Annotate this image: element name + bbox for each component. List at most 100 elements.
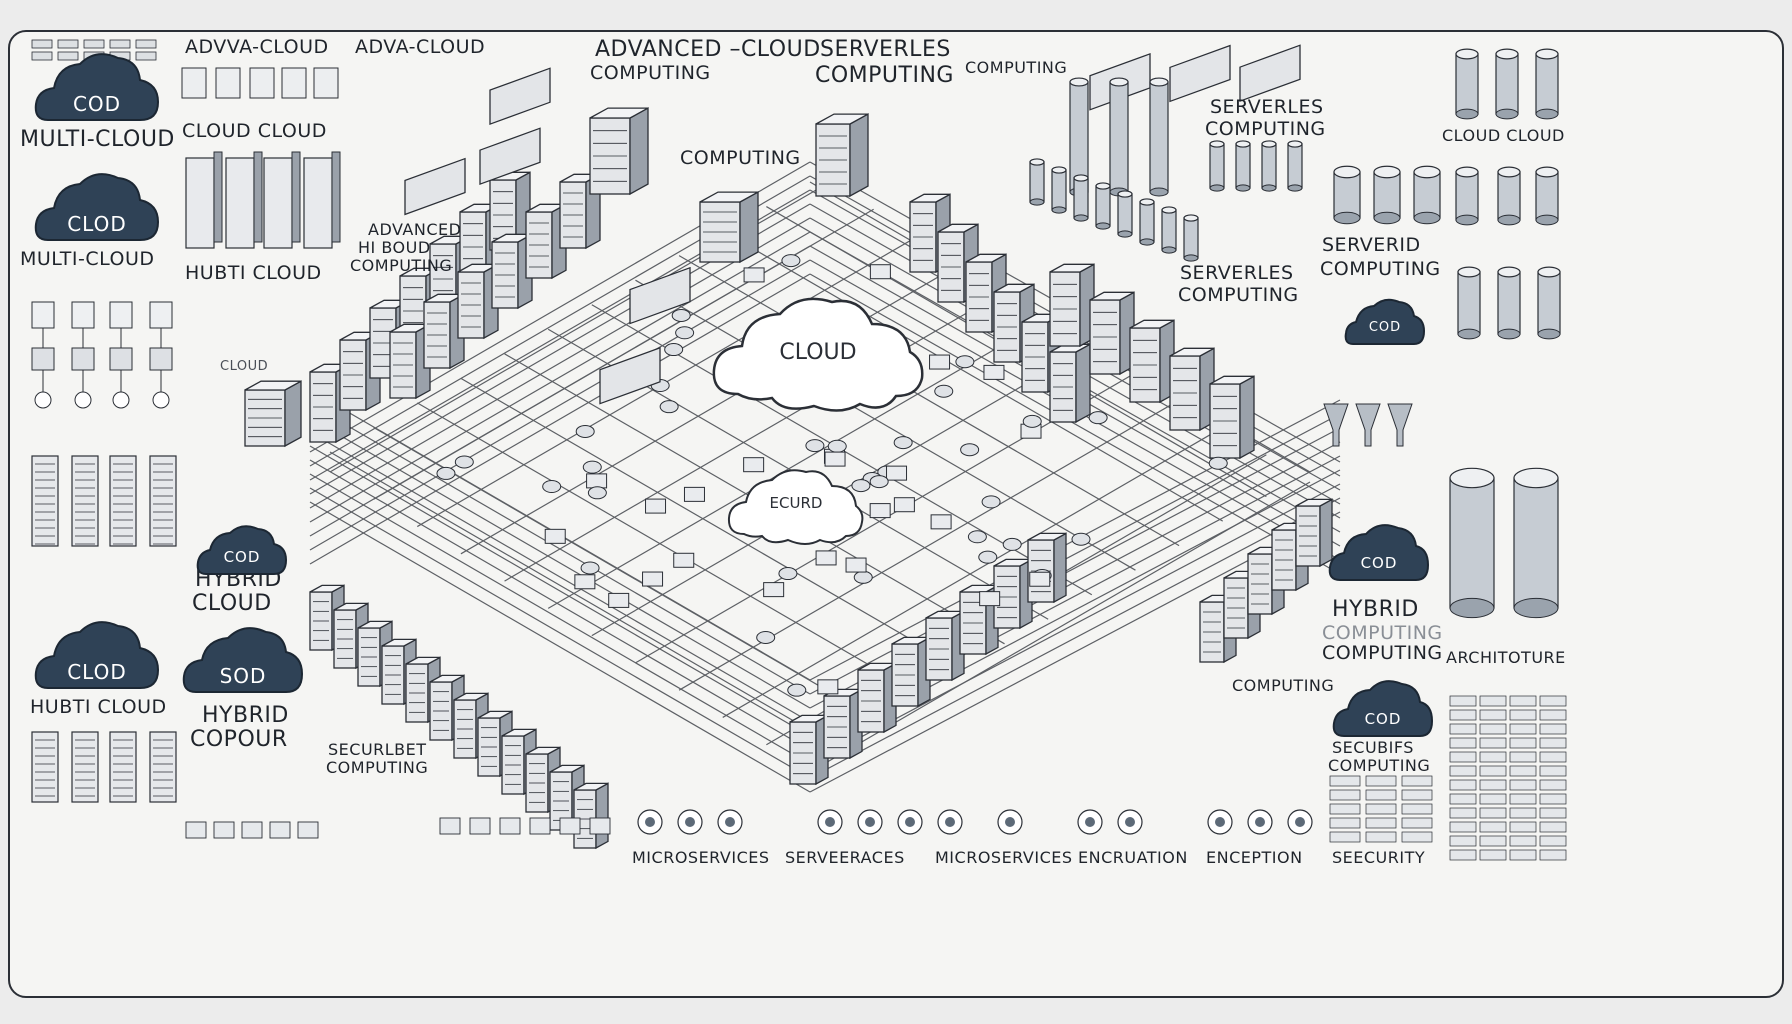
label-serverid-sub: COMPUTING xyxy=(1320,258,1441,280)
table-cell xyxy=(1509,709,1537,721)
device-node-icon xyxy=(960,443,980,457)
device-node-icon xyxy=(981,495,1001,509)
table-cell xyxy=(1365,803,1397,815)
database-bottom xyxy=(1537,328,1561,340)
rack-icon xyxy=(109,731,137,803)
device-box-icon xyxy=(544,528,566,544)
database-bottom xyxy=(1183,254,1199,262)
server-rack xyxy=(573,782,609,850)
database-top xyxy=(1149,77,1169,87)
table-cell xyxy=(1329,817,1361,829)
database-icon xyxy=(1073,177,1089,219)
table-cell xyxy=(1365,789,1397,801)
device-node-icon xyxy=(542,479,562,493)
table-cell xyxy=(1449,779,1477,791)
table-cell xyxy=(1539,835,1567,847)
mini-grid-cell xyxy=(135,39,157,49)
database-top xyxy=(1497,166,1521,178)
database-bottom xyxy=(1149,187,1169,197)
label-encruation: ENCRUATION xyxy=(1078,848,1188,867)
database-icon xyxy=(1497,171,1521,221)
tower-side xyxy=(213,151,223,243)
connection-line xyxy=(309,459,811,751)
database-icon xyxy=(1095,185,1111,227)
database-top xyxy=(1497,266,1521,278)
label-microservices-2: MICROSERVICES xyxy=(935,848,1073,867)
database-top xyxy=(1183,214,1199,222)
bottom-box-icon xyxy=(269,821,291,839)
service-icon-core xyxy=(725,817,735,827)
table-cell xyxy=(1539,751,1567,763)
tower-side xyxy=(253,151,263,243)
table-cell xyxy=(1509,779,1537,791)
label-serverles-right-2-sub: COMPUTING xyxy=(1178,284,1299,306)
central-cloud: CLOUD xyxy=(710,290,926,418)
cloud-badge-1: COD xyxy=(34,46,160,124)
cloud-icon xyxy=(182,627,304,693)
label-advanced-cloud: ADVANCED –CLOUD xyxy=(595,37,821,62)
label-adva-cloud-2: ADVA-CLOUD xyxy=(355,36,486,58)
server-rack xyxy=(823,688,863,760)
table-cell xyxy=(1509,765,1537,777)
database-top xyxy=(1051,166,1067,174)
tower-icon xyxy=(185,157,215,249)
server-rack xyxy=(1049,263,1095,348)
bottom-box-icon xyxy=(439,817,461,835)
tower-icon xyxy=(303,157,333,249)
label-hubti-cloud-bottom: HUBTI CLOUD xyxy=(30,696,167,718)
cloud-badge-2: CLOD xyxy=(34,166,160,244)
label-computing-bottom-right: COMPUTING xyxy=(1232,676,1335,695)
database-bottom xyxy=(1497,328,1521,340)
node-icon xyxy=(109,301,133,329)
database-top xyxy=(1029,158,1045,166)
server-rack xyxy=(525,203,567,280)
bottom-box-icon xyxy=(185,821,207,839)
database-bottom xyxy=(1495,108,1519,120)
database-bottom xyxy=(1051,206,1067,214)
device-node-icon xyxy=(827,439,847,453)
device-box-icon xyxy=(983,364,1005,380)
connection-line xyxy=(309,487,811,779)
service-icon-core xyxy=(865,817,875,827)
table-cell xyxy=(1479,807,1507,819)
table-cell xyxy=(1401,789,1433,801)
node-icon xyxy=(31,301,55,329)
table-cell xyxy=(1449,695,1477,707)
device-box-icon xyxy=(824,451,846,467)
table-cell xyxy=(1539,737,1567,749)
database-icon xyxy=(1535,171,1559,221)
mini-server-icon xyxy=(313,67,339,99)
label-serverles-right-1-sub: COMPUTING xyxy=(1205,118,1326,140)
table-cell xyxy=(1509,751,1537,763)
service-icon-core xyxy=(1125,817,1135,827)
port-icon xyxy=(152,391,170,409)
device-box-icon xyxy=(574,574,596,590)
secure-cloud: ECURD xyxy=(726,464,866,548)
connection-line xyxy=(722,426,1224,718)
cloud-icon xyxy=(34,173,160,241)
filter-icon xyxy=(1323,403,1349,447)
connection-line xyxy=(329,451,831,743)
database-icon xyxy=(1449,477,1495,609)
database-top xyxy=(1109,77,1129,87)
database-top xyxy=(1235,140,1251,148)
rack-icon xyxy=(71,455,99,547)
database-icon xyxy=(1535,53,1559,115)
database-bottom xyxy=(1449,597,1495,619)
table-cell xyxy=(1329,775,1361,787)
database-icon xyxy=(1117,193,1133,235)
connection-line xyxy=(504,290,1005,582)
device-node-icon xyxy=(853,570,873,584)
database-top xyxy=(1413,165,1441,179)
device-box-icon xyxy=(869,503,891,519)
server-rack xyxy=(699,191,759,264)
connection-line xyxy=(309,501,811,793)
cloud-badge-4-text: CLOD xyxy=(67,660,127,684)
database-bottom xyxy=(1535,214,1559,226)
service-icon-core xyxy=(825,817,835,827)
database-top xyxy=(1535,48,1559,60)
database-bottom xyxy=(1513,597,1559,619)
tower-side xyxy=(331,151,341,243)
table-cell xyxy=(1449,709,1477,721)
label-multi-cloud-1: MULTI-CLOUD xyxy=(20,127,175,152)
